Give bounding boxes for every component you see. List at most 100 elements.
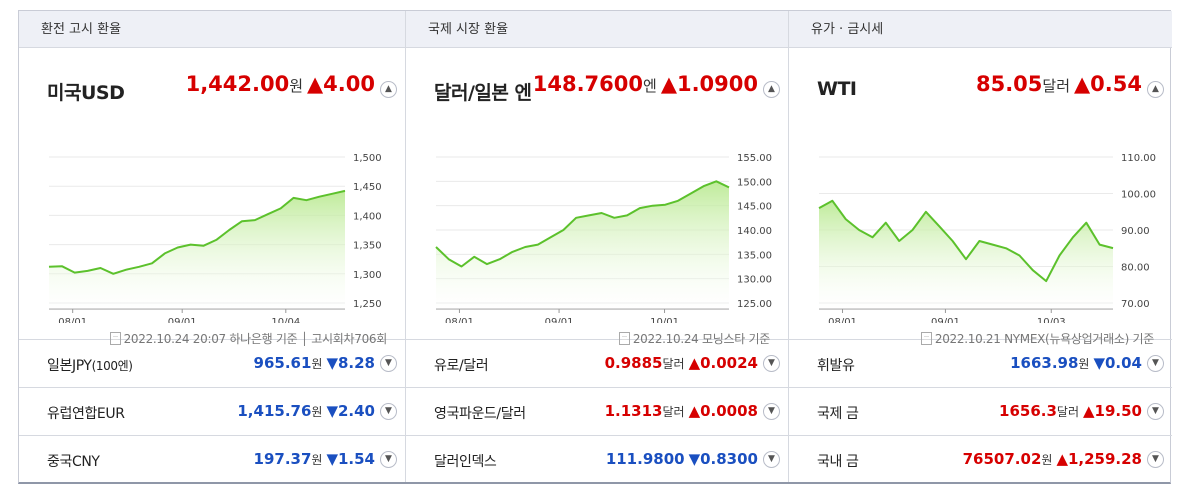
list-item[interactable]: 휘발유 1663.98원 ▼0.04 ▼	[789, 340, 1172, 388]
list-item[interactable]: 영국파운드/달러 1.1313달러 ▲0.0008 ▼	[406, 388, 788, 436]
chevron-down-icon[interactable]: ▼	[1147, 403, 1164, 420]
price-block: 148.7600엔 ▲1.0900	[533, 72, 758, 96]
x-tick-label: 10/03	[1037, 317, 1066, 323]
price-chart: 110.00 100.00 90.00 80.00 70.00 08/01 09/01 10/…	[818, 153, 1156, 323]
y-tick-label: 1,450	[353, 182, 382, 193]
item-value: 1,415.76	[237, 402, 312, 420]
exchange-rate-widget: 환전 고시 환율 미국USD 1,442.00원 ▲4.00 ▲ 1,500 1,4…	[18, 10, 1172, 484]
list-item[interactable]: 유로/달러 0.9885달러 ▲0.0024 ▼	[406, 340, 788, 388]
list-item[interactable]: 국내 금 76507.02원 ▲1,259.28 ▼	[789, 436, 1172, 484]
chevron-down-icon[interactable]: ▼	[763, 403, 780, 420]
item-name: 영국파운드/달러	[434, 406, 526, 422]
x-tick-label: 10/01	[650, 317, 679, 323]
series-area	[436, 181, 729, 309]
column-header[interactable]: 환전 고시 환율	[19, 11, 405, 48]
y-tick-label: 155.00	[737, 153, 772, 164]
item-value: 965.61	[253, 354, 312, 372]
main-quote: 달러/일본 엔 148.7600엔 ▲1.0900 ▲ 155.00 150.00 1…	[406, 48, 788, 346]
item-change: ▲19.50	[1083, 402, 1142, 420]
item-name: 국내 금	[817, 454, 859, 470]
chevron-down-icon[interactable]: ▼	[380, 403, 397, 420]
price-block: 1,442.00원 ▲4.00	[186, 72, 375, 96]
chevron-down-icon[interactable]: ▼	[1147, 355, 1164, 372]
chevron-down-icon[interactable]: ▼	[763, 355, 780, 372]
y-tick-label: 70.00	[1121, 299, 1150, 310]
item-value: 111.9800	[605, 450, 685, 468]
item-change: ▼8.28	[326, 354, 375, 372]
series-area	[819, 200, 1113, 309]
x-tick-label: 09/01	[545, 317, 574, 323]
item-unit: 원	[1078, 357, 1090, 371]
series-line	[48, 189, 346, 275]
x-tick-label: 08/01	[445, 317, 474, 323]
column-exchange-notice: 환전 고시 환율 미국USD 1,442.00원 ▲4.00 ▲ 1,500 1,4…	[19, 11, 405, 482]
chevron-up-icon[interactable]: ▲	[763, 81, 780, 98]
column-header[interactable]: 국제 시장 환율	[406, 11, 788, 48]
y-tick-label: 130.00	[737, 275, 772, 286]
price-change: ▲0.54	[1074, 72, 1142, 96]
chevron-down-icon[interactable]: ▼	[1147, 451, 1164, 468]
x-tick-label: 08/01	[58, 317, 87, 323]
list-item[interactable]: 국제 금 1656.3달러 ▲19.50 ▼	[789, 388, 1172, 436]
item-change: ▼0.8300	[688, 450, 758, 468]
chevron-up-icon[interactable]: ▲	[380, 81, 397, 98]
item-value: 0.9885	[604, 354, 663, 372]
y-tick-label: 140.00	[737, 226, 772, 237]
item-name: 달러인덱스	[434, 454, 497, 470]
item-change: ▼2.40	[326, 402, 375, 420]
x-tick-label: 10/04	[271, 317, 300, 323]
y-tick-label: 145.00	[737, 202, 772, 213]
list-item[interactable]: 일본JPY(100엔) 965.61원 ▼8.28 ▼	[19, 340, 405, 388]
y-tick-label: 1,500	[353, 153, 382, 164]
y-tick-label: 1,250	[353, 299, 382, 310]
source-note: 2022.10.24 모닝스타 기준	[618, 330, 770, 347]
item-change: ▲1,259.28	[1056, 450, 1142, 468]
column-header[interactable]: 유가 · 금시세	[789, 11, 1172, 48]
list-item[interactable]: 달러인덱스 111.9800 ▼0.8300 ▼	[406, 436, 788, 484]
item-name: 일본JPY	[47, 358, 92, 374]
item-unit: 달러	[662, 357, 685, 371]
item-unit: 달러	[1056, 405, 1080, 419]
price-chart: 155.00 150.00 145.00 140.00 135.00 130.00 125.…	[435, 153, 772, 323]
item-unit: 원	[311, 357, 323, 371]
x-tick-label: 09/01	[168, 317, 197, 323]
quote-list: 유로/달러 0.9885달러 ▲0.0024 ▼ 영국파운드/달러 1.1313달…	[406, 340, 788, 484]
list-item[interactable]: 중국CNY 197.37원 ▼1.54 ▼	[19, 436, 405, 484]
price-unit: 달러	[1042, 77, 1071, 95]
item-name: 유럽연합EUR	[47, 406, 125, 422]
x-tick-label: 09/01	[931, 317, 960, 323]
document-icon	[618, 332, 630, 345]
price-unit: 원	[289, 77, 304, 95]
currency-name[interactable]: WTI	[817, 78, 857, 100]
chevron-down-icon[interactable]: ▼	[380, 451, 397, 468]
price-block: 85.05달러 ▲0.54	[976, 72, 1142, 96]
price-unit: 엔	[643, 77, 657, 95]
item-unit: 원	[311, 405, 323, 419]
currency-name[interactable]: 미국USD	[47, 82, 125, 104]
source-note: 2022.10.21 NYMEX(뉴욕상업거래소) 기준	[920, 330, 1154, 347]
column-international-rate: 국제 시장 환율 달러/일본 엔 148.7600엔 ▲1.0900 ▲ 155.…	[405, 11, 788, 482]
item-value: 1656.3	[999, 402, 1057, 420]
item-name: 휘발유	[817, 358, 855, 374]
item-unit: 원	[311, 453, 323, 467]
quote-list: 휘발유 1663.98원 ▼0.04 ▼ 국제 금 1656.3달러 ▲19.50 …	[789, 340, 1172, 484]
chevron-down-icon[interactable]: ▼	[763, 451, 780, 468]
y-tick-label: 80.00	[1121, 263, 1150, 274]
item-value: 1663.98	[1010, 354, 1079, 372]
price-value: 148.7600	[532, 72, 643, 96]
series-area	[49, 190, 345, 309]
document-icon	[109, 332, 121, 345]
item-change: ▲0.0024	[688, 354, 758, 372]
y-tick-label: 90.00	[1121, 226, 1150, 237]
item-unit: 달러	[662, 405, 685, 419]
list-item[interactable]: 유럽연합EUR 1,415.76원 ▼2.40 ▼	[19, 388, 405, 436]
item-change: ▼1.54	[326, 450, 375, 468]
chevron-down-icon[interactable]: ▼	[380, 355, 397, 372]
currency-name[interactable]: 달러/일본 엔	[434, 82, 532, 104]
x-tick-label: 08/01	[828, 317, 857, 323]
price-value: 1,442.00	[185, 72, 290, 96]
y-tick-label: 110.00	[1121, 153, 1156, 164]
price-value: 85.05	[975, 72, 1043, 96]
chevron-up-icon[interactable]: ▲	[1147, 81, 1164, 98]
item-value: 1.1313	[604, 402, 663, 420]
